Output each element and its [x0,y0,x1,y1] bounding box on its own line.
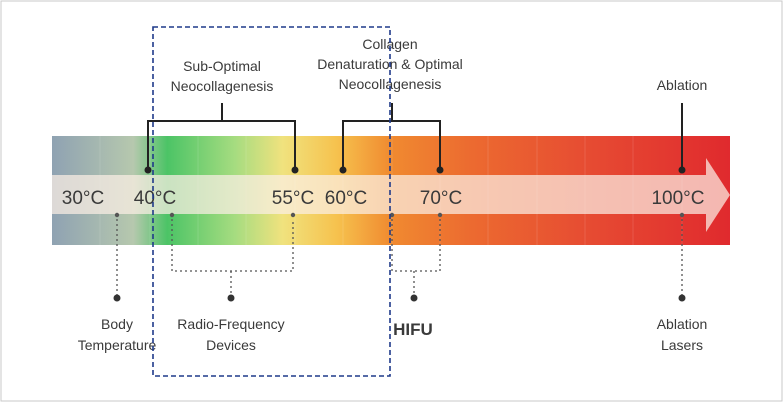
temp-60: 60°C [325,188,367,209]
marker-100-top [678,166,686,174]
temp-70: 70°C [420,188,462,209]
sub-optimal-bracket [147,103,296,168]
marker-60-top [339,166,347,174]
ablation-label: Ablation [657,77,708,93]
temp-55: 55°C [272,188,314,209]
marker-40-top [144,166,152,174]
temp-40: 40°C [134,188,176,209]
sub-optimal-label-line1: Sub-Optimal [183,58,261,74]
optimal-bracket [342,103,441,168]
rf-dot [227,294,235,302]
temp-30: 30°C [62,188,104,209]
optimal-label-line1: Collagen [362,36,417,52]
temperature-arrow [52,158,730,232]
hifu-dot [410,294,418,302]
body-label-line2: Temperature [78,337,157,353]
lower-dotted-connectors [116,219,683,295]
rf-label-line2: Devices [206,337,256,353]
hifu-label: HIFU [393,320,433,339]
highlight-box [152,26,391,377]
temp-100: 100°C [651,188,704,209]
body-label-line1: Body [101,316,133,332]
lasers-label-line2: Lasers [661,337,703,353]
marker-70-top [436,166,444,174]
lower-markers [114,212,685,218]
lasers-dot [678,294,686,302]
lasers-label-line1: Ablation [657,316,708,332]
sub-optimal-label-line2: Neocollagenesis [171,78,274,94]
optimal-label-line3: Neocollagenesis [339,76,442,92]
marker-55-top [291,166,299,174]
rf-label-line1: Radio-Frequency [177,316,284,332]
body-dot [113,294,121,302]
